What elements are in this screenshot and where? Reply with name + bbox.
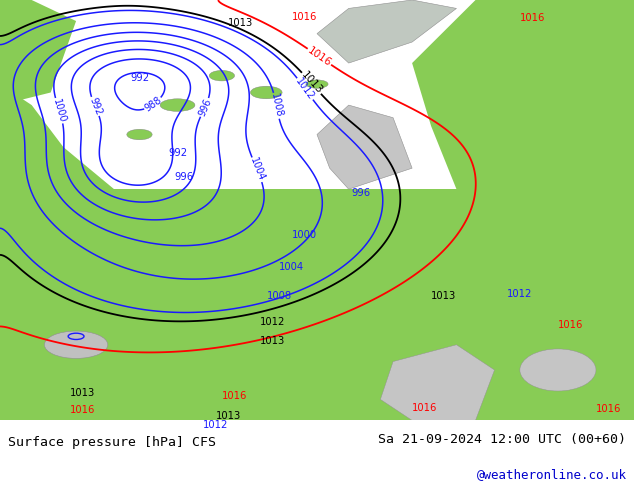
Text: @weatheronline.co.uk: @weatheronline.co.uk [476, 468, 626, 481]
Text: 1016: 1016 [520, 13, 545, 23]
Text: 1013: 1013 [431, 292, 456, 301]
Text: 996: 996 [352, 188, 371, 198]
Text: 1012: 1012 [294, 76, 316, 102]
Polygon shape [412, 0, 634, 189]
Ellipse shape [250, 86, 282, 99]
Ellipse shape [127, 129, 152, 140]
Text: 996: 996 [174, 172, 193, 182]
Ellipse shape [44, 331, 108, 358]
Text: 1013: 1013 [70, 388, 95, 398]
Polygon shape [380, 345, 495, 420]
Text: 1012: 1012 [507, 289, 533, 299]
Text: 1016: 1016 [596, 404, 621, 414]
Text: 992: 992 [87, 96, 103, 117]
Text: 992: 992 [130, 73, 149, 83]
Text: 1016: 1016 [558, 319, 583, 330]
Text: 1012: 1012 [260, 317, 285, 327]
Ellipse shape [209, 71, 235, 81]
Text: 996: 996 [197, 97, 213, 118]
Text: Surface pressure [hPa] CFS: Surface pressure [hPa] CFS [8, 436, 216, 449]
Text: 1013: 1013 [216, 411, 241, 421]
Ellipse shape [160, 99, 195, 111]
Text: 1008: 1008 [266, 292, 292, 301]
Text: 1016: 1016 [412, 403, 437, 413]
Ellipse shape [306, 80, 328, 88]
Text: 1012: 1012 [203, 419, 228, 430]
Text: Sa 21-09-2024 12:00 UTC (00+60): Sa 21-09-2024 12:00 UTC (00+60) [378, 433, 626, 446]
Text: 1004: 1004 [279, 262, 304, 272]
Ellipse shape [520, 349, 596, 391]
Bar [0, 189, 634, 420]
Text: 1016: 1016 [70, 405, 95, 415]
Polygon shape [317, 0, 456, 63]
Text: 1013: 1013 [260, 336, 285, 345]
Text: 992: 992 [168, 148, 187, 158]
Text: 1013: 1013 [299, 70, 324, 97]
Text: 1016: 1016 [292, 12, 317, 22]
Text: 1016: 1016 [306, 45, 333, 68]
Text: 1013: 1013 [228, 18, 254, 28]
Polygon shape [317, 105, 412, 189]
Text: 988: 988 [143, 95, 164, 114]
Polygon shape [0, 84, 114, 420]
Text: 1000: 1000 [51, 98, 68, 124]
Text: 1016: 1016 [222, 391, 247, 401]
Polygon shape [0, 0, 76, 105]
Text: 1008: 1008 [269, 93, 284, 119]
Text: 1004: 1004 [248, 156, 266, 183]
Text: 1000: 1000 [292, 230, 317, 241]
